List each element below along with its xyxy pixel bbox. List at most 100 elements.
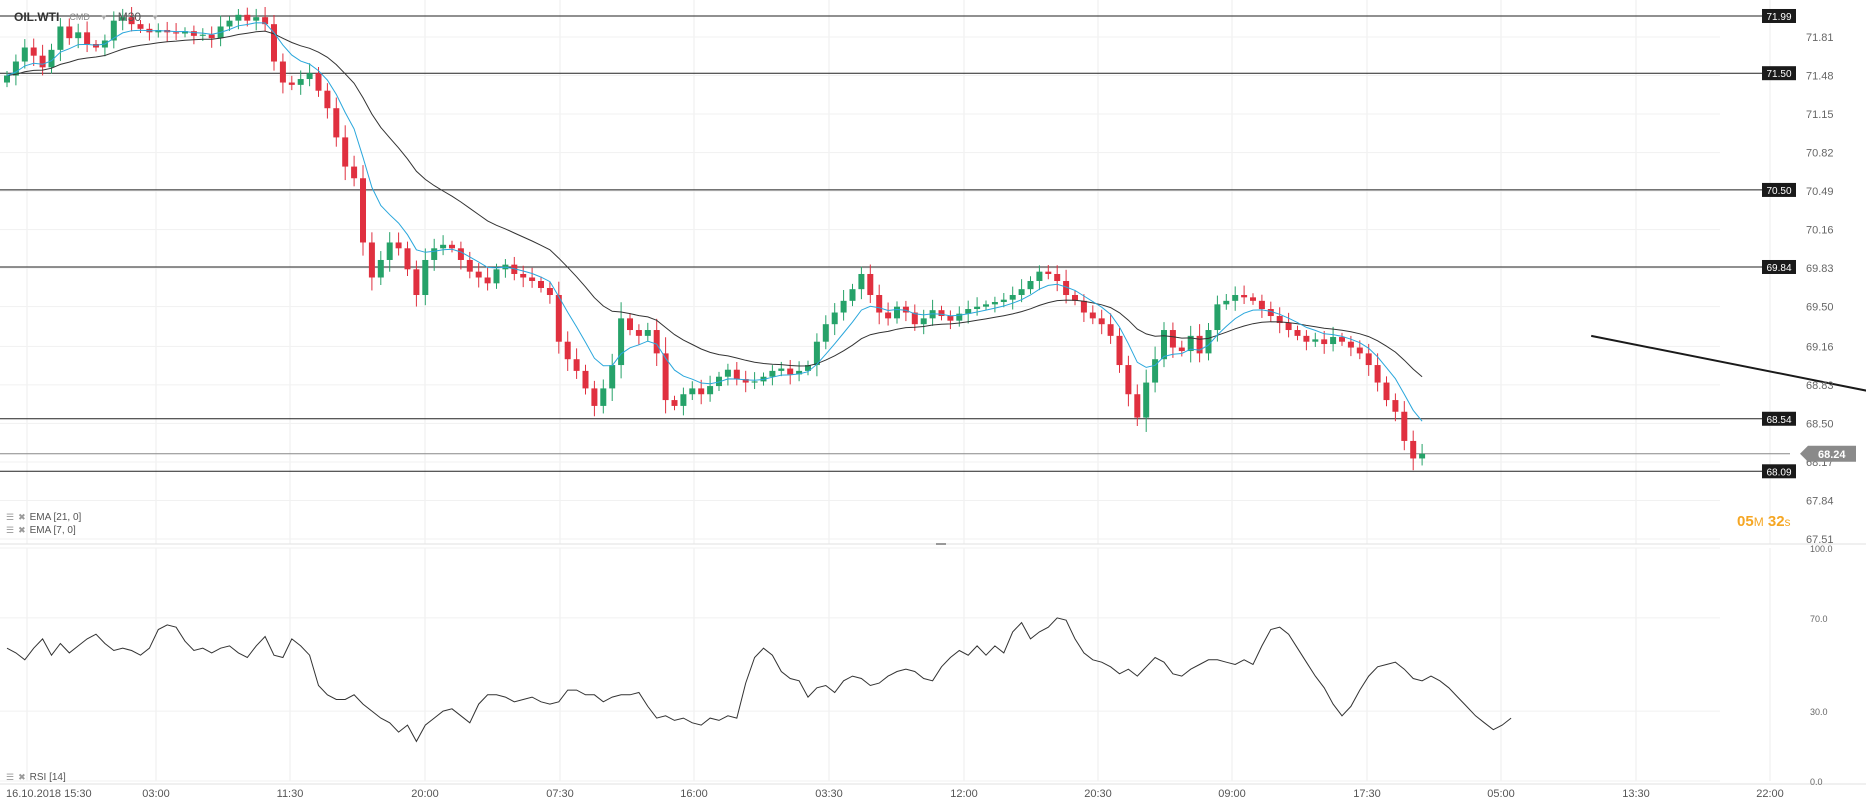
candle-bullish <box>644 330 651 336</box>
candle-bearish <box>1045 271 1052 274</box>
indicator-legend-ema21[interactable]: ☰ ✖ EMA [21, 0] <box>6 512 81 523</box>
time-axis-tick: 09:00 <box>1218 788 1246 800</box>
time-axis-tick: 17:30 <box>1353 788 1381 800</box>
ema7-label: EMA [7, 0] <box>29 525 76 536</box>
candle-bullish <box>796 370 803 375</box>
ema21-label: EMA [21, 0] <box>29 512 82 523</box>
level-price-label: 70.50 <box>1766 186 1791 197</box>
candle-bullish <box>956 313 963 321</box>
candle-bullish <box>493 269 500 284</box>
time-axis-tick: 11:30 <box>277 788 304 800</box>
candle-bearish <box>1356 347 1363 354</box>
candle-bearish <box>1072 295 1078 301</box>
candle-bearish <box>173 32 180 34</box>
chevron-down-icon[interactable]: ▼ <box>99 12 108 22</box>
candle-bullish <box>155 29 162 33</box>
candle-bullish <box>1161 330 1167 360</box>
candle-bullish <box>849 289 856 301</box>
candle-bearish <box>84 32 91 45</box>
candle-bearish <box>555 295 562 342</box>
candle-bearish <box>1250 297 1256 301</box>
candle-bullish <box>894 306 900 319</box>
price-axis-tick: 69.16 <box>1806 341 1834 353</box>
candle-bearish <box>1169 330 1176 348</box>
candle-bearish <box>315 73 322 91</box>
candle-bearish <box>137 24 144 29</box>
close-icon[interactable]: ✖ <box>18 525 26 535</box>
candle-bullish <box>4 75 10 83</box>
candle-bullish <box>1205 330 1212 354</box>
indicator-legend-ema7[interactable]: ☰ ✖ EMA [7, 0] <box>6 525 76 536</box>
price-axis-tick: 67.51 <box>1806 534 1834 546</box>
candle-bearish <box>787 368 794 375</box>
candle-bullish <box>983 304 989 307</box>
candle-bearish <box>1134 394 1141 418</box>
candle-bearish <box>1054 273 1061 281</box>
time-axis-tick: 05:00 <box>1487 788 1515 800</box>
price-axis-tick: 70.16 <box>1806 225 1834 237</box>
chart-header: OIL.WTI CMD ▼ M30 ▼ <box>14 10 159 24</box>
candle-bullish <box>724 369 731 377</box>
candle-bearish <box>333 108 340 138</box>
candle-bearish <box>1196 335 1203 354</box>
menu-icon[interactable]: ☰ <box>6 772 15 782</box>
countdown-min-unit: M <box>1753 515 1764 529</box>
candle-bullish <box>1000 299 1007 303</box>
price-axis-tick: 71.15 <box>1806 109 1834 121</box>
close-icon[interactable]: ✖ <box>18 512 26 522</box>
candle-bearish <box>279 61 286 83</box>
candle-bullish <box>1152 359 1159 383</box>
symbol-label[interactable]: OIL.WTI <box>14 10 60 24</box>
time-axis-tick: 20:00 <box>411 788 439 800</box>
timeframe-selector[interactable]: M30 <box>117 10 142 24</box>
candle-bullish <box>306 73 313 80</box>
indicator-legend-rsi[interactable]: ☰ ✖ RSI [14] <box>6 772 66 783</box>
candle-bearish <box>573 359 580 371</box>
candle-bullish <box>21 47 28 62</box>
time-axis-tick: 16:00 <box>680 788 708 800</box>
close-icon[interactable]: ✖ <box>18 772 26 782</box>
candle-bullish <box>12 61 19 76</box>
price-axis-tick: 68.50 <box>1806 418 1834 430</box>
candle-bearish <box>520 273 527 278</box>
candle-bearish <box>1339 337 1345 342</box>
candle-bearish <box>627 318 633 331</box>
candle-bearish <box>511 264 518 274</box>
rsi-label: RSI [14] <box>29 772 66 783</box>
candle-bullish <box>1330 337 1337 345</box>
candle-bullish <box>440 244 447 249</box>
candle-bullish <box>689 388 696 395</box>
candle-bearish <box>1178 347 1185 352</box>
chevron-down-icon[interactable]: ▼ <box>151 12 160 22</box>
candle-bullish <box>386 242 393 260</box>
menu-icon[interactable]: ☰ <box>6 512 15 522</box>
level-price-label: 68.54 <box>1766 415 1791 426</box>
candle-bearish <box>1285 323 1292 331</box>
candle-bullish <box>1018 289 1025 296</box>
candle-bullish <box>57 26 64 50</box>
candle-bearish <box>1089 312 1096 319</box>
candle-bullish <box>600 388 607 406</box>
candle-bearish <box>1347 341 1354 348</box>
level-price-label: 71.50 <box>1766 69 1791 80</box>
time-axis-tick: 22:00 <box>1756 788 1784 800</box>
price-axis-tick: 71.81 <box>1806 32 1834 44</box>
candle-bearish <box>867 273 874 296</box>
candle-bearish <box>635 330 642 336</box>
menu-icon[interactable]: ☰ <box>6 525 15 535</box>
candle-bullish <box>778 368 785 371</box>
candle-bullish <box>48 49 55 68</box>
level-price-tag <box>1762 182 1796 197</box>
candle-bearish <box>902 306 909 313</box>
price-axis-tick: 70.49 <box>1806 186 1834 198</box>
source-label: CMD <box>69 12 90 22</box>
candle-bullish <box>235 14 242 21</box>
candle-bullish <box>920 318 927 325</box>
candle-bullish <box>991 302 998 305</box>
rsi-axis-tick: 70.0 <box>1810 614 1828 624</box>
candle-bearish <box>662 353 669 401</box>
candle-bearish <box>538 280 544 288</box>
candle-bullish <box>1223 300 1230 305</box>
